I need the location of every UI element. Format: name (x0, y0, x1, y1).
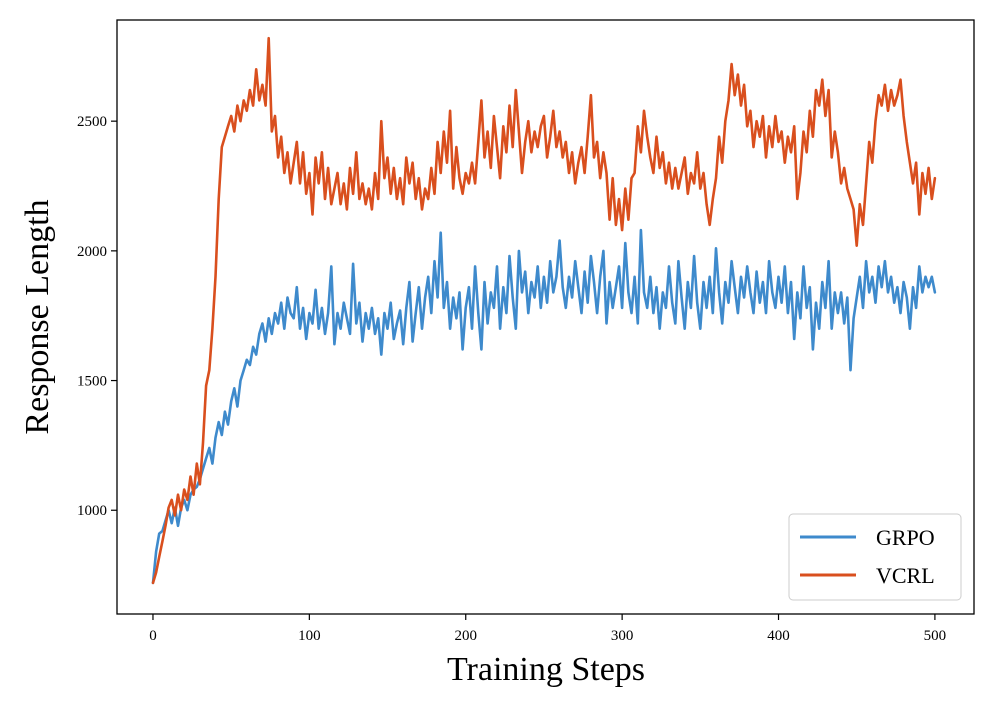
x-axis-title: Training Steps (447, 651, 645, 688)
x-tick-label: 300 (611, 628, 634, 644)
x-tick-label: 100 (298, 628, 321, 644)
x-tick-label: 0 (149, 628, 157, 644)
y-tick-label: 1500 (77, 374, 107, 390)
legend-label-vcrl: VCRL (876, 563, 935, 588)
x-tick-label: 400 (767, 628, 790, 644)
plot-frame (116, 19, 975, 615)
legend: GRPO VCRL (788, 513, 962, 601)
y-tick-label: 1000 (77, 503, 107, 519)
legend-box (788, 513, 962, 601)
series-line-vcrl (151, 36, 937, 585)
y-tick-label: 2000 (77, 244, 107, 260)
x-tick-label: 500 (924, 628, 947, 644)
x-tick-label: 200 (454, 628, 477, 644)
legend-label-grpo: GRPO (876, 525, 935, 550)
y-axis: 1000 1500 2000 2500 (77, 114, 117, 519)
series-line-grpo (151, 228, 937, 585)
y-tick-label: 2500 (77, 114, 107, 130)
y-axis-title: Response Length (19, 199, 56, 434)
series-layer (151, 36, 937, 585)
x-axis: 0 100 200 300 400 500 (149, 614, 946, 644)
